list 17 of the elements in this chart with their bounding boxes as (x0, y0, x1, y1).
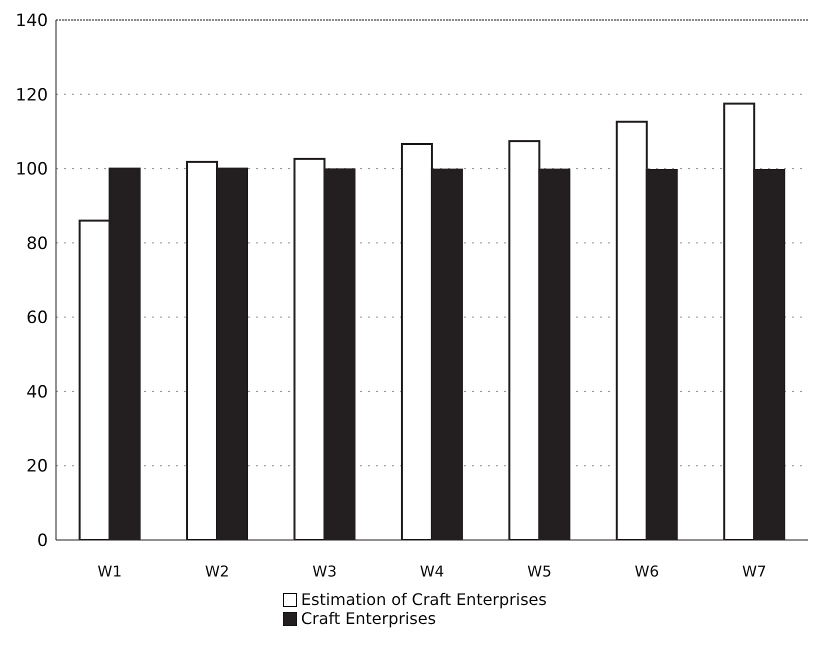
x-tick-label: W2 (204, 562, 230, 581)
y-tick-label: 60 (26, 308, 48, 328)
legend-label: Estimation of Craft Enterprises (301, 590, 547, 609)
x-tick-label: W7 (742, 562, 766, 581)
x-tick-label: W6 (634, 562, 660, 581)
y-tick-label: 140 (16, 11, 48, 32)
y-tick-label: 120 (16, 85, 48, 106)
x-tick-label: W3 (312, 562, 337, 581)
y-tick-label: 80 (26, 234, 48, 254)
x-tick-label: W1 (98, 562, 122, 581)
x-tick-label: W4 (420, 562, 444, 581)
y-tick-label: 0 (37, 531, 48, 552)
y-tick-label: 100 (16, 160, 48, 180)
y-tick-label: 40 (26, 382, 48, 402)
legend-label: Craft Enterprises (301, 609, 436, 628)
x-tick-label: W5 (527, 562, 552, 581)
y-tick-label: 20 (26, 456, 48, 477)
